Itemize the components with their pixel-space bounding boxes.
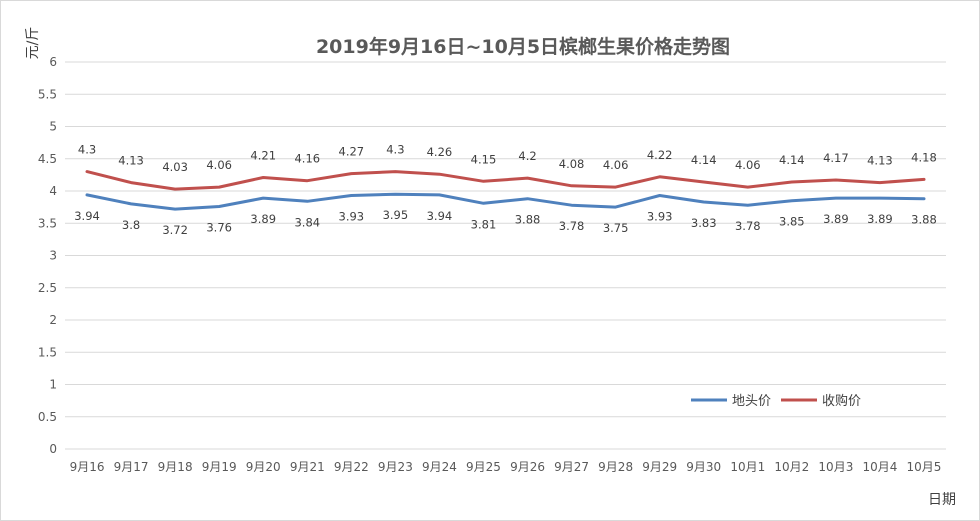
data-label-s0-2: 3.72 [162, 223, 188, 237]
y-tick-label: 4 [49, 184, 57, 198]
data-label-s0-3: 3.76 [206, 220, 232, 234]
y-tick-label: 5 [49, 120, 57, 134]
series-line-1 [85, 170, 926, 191]
data-label-s1-17: 4.17 [823, 151, 849, 165]
y-tick-label: 5.5 [38, 87, 57, 101]
x-tick-label: 9月18 [158, 460, 193, 474]
data-label-s1-11: 4.08 [559, 157, 585, 171]
data-label-s0-16: 3.85 [779, 215, 805, 229]
data-label-s1-3: 4.06 [206, 158, 232, 172]
data-label-s0-14: 3.83 [691, 216, 717, 230]
data-label-s0-5: 3.84 [294, 215, 320, 229]
x-tick-label: 9月30 [686, 460, 721, 474]
data-label-s1-14: 4.14 [691, 153, 717, 167]
x-axis-ticks: 9月16 9月17 9月18 9月19 9月20 9月21 9月22 9月23 9月24 9月25… [70, 460, 942, 474]
x-tick-label: 10月5 [907, 460, 942, 474]
y-tick-label: 2 [49, 313, 57, 327]
series-line-0 [85, 192, 926, 211]
y-axis-ticks: 0 0.5 1 1.5 2 2.5 3 3.5 4 4.5 5 5.5 6 [38, 55, 57, 456]
y-tick-label: 4.5 [38, 152, 57, 166]
data-label-s1-8: 4.26 [427, 145, 453, 159]
x-tick-label: 9月20 [246, 460, 281, 474]
y-tick-label: 0.5 [38, 410, 57, 424]
data-label-s0-6: 3.93 [339, 210, 365, 224]
x-tick-label: 10月1 [730, 460, 765, 474]
data-label-s1-19: 4.18 [911, 150, 937, 164]
y-axis-title: 元/斤 [25, 27, 41, 60]
x-tick-label: 10月3 [818, 460, 853, 474]
series-lines [85, 170, 926, 211]
x-tick-label: 9月25 [466, 460, 501, 474]
legend-label-ditou: 地头价 [732, 394, 771, 409]
x-tick-label: 9月24 [422, 460, 457, 474]
data-label-s0-1: 3.8 [122, 218, 140, 232]
data-label-s0-12: 3.75 [603, 221, 629, 235]
data-label-s1-15: 4.06 [735, 158, 761, 172]
x-tick-label: 10月2 [774, 460, 809, 474]
x-tick-label: 9月16 [70, 460, 105, 474]
x-tick-label: 9月17 [114, 460, 149, 474]
x-tick-label: 9月23 [378, 460, 413, 474]
data-label-s0-9: 3.81 [471, 217, 497, 231]
legend-label-shougou: 收购价 [822, 393, 861, 409]
x-tick-label: 9月19 [202, 460, 237, 474]
y-tick-label: 2.5 [38, 281, 57, 295]
y-tick-label: 6 [49, 55, 57, 69]
y-tick-label: 3.5 [38, 216, 57, 230]
x-tick-label: 9月28 [598, 460, 633, 474]
data-label-s0-8: 3.94 [427, 209, 453, 223]
data-label-s1-1: 4.13 [118, 154, 144, 168]
data-label-s0-17: 3.89 [823, 212, 849, 226]
x-tick-label: 9月21 [290, 460, 325, 474]
x-axis-title: 日期 [928, 492, 956, 508]
data-label-s1-4: 4.21 [250, 148, 276, 162]
data-label-s1-2: 4.03 [162, 160, 188, 174]
data-label-s1-6: 4.27 [339, 145, 365, 159]
x-tick-label: 9月27 [554, 460, 589, 474]
data-label-s0-15: 3.78 [735, 219, 761, 233]
data-label-s1-18: 4.13 [867, 154, 893, 168]
y-tick-label: 0 [49, 442, 57, 456]
data-label-s1-13: 4.22 [647, 148, 673, 162]
data-label-s0-10: 3.88 [515, 213, 541, 227]
y-tick-label: 3 [49, 249, 57, 263]
data-labels: 3.94 3.8 3.72 3.76 3.89 3.84 3.93 3.95 3.94 3.81 3… [74, 143, 937, 237]
legend: 地头价 收购价 [691, 393, 861, 409]
x-tick-label: 10月4 [862, 460, 897, 474]
data-label-s1-16: 4.14 [779, 153, 805, 167]
y-tick-label: 1 [49, 378, 57, 392]
data-label-s1-0: 4.3 [78, 143, 96, 157]
x-tick-label: 9月22 [334, 460, 369, 474]
x-tick-label: 9月29 [642, 460, 677, 474]
x-tick-label: 9月26 [510, 460, 545, 474]
data-label-s0-4: 3.89 [250, 212, 276, 226]
data-label-s0-7: 3.95 [383, 208, 409, 222]
data-label-s1-9: 4.15 [471, 152, 497, 166]
data-label-s1-7: 4.3 [386, 143, 404, 157]
data-label-s0-13: 3.93 [647, 210, 673, 224]
data-label-s1-12: 4.06 [603, 158, 629, 172]
gridlines [65, 61, 946, 450]
chart-title: 2019年9月16日~10月5日槟榔生果价格走势图 [316, 35, 730, 58]
y-tick-label: 1.5 [38, 345, 57, 359]
data-label-s0-19: 3.88 [911, 213, 937, 227]
data-label-s1-10: 4.2 [518, 149, 536, 163]
data-label-s1-5: 4.16 [294, 152, 320, 166]
data-label-s0-11: 3.78 [559, 219, 585, 233]
data-label-s0-18: 3.89 [867, 212, 893, 226]
data-label-s0-0: 3.94 [74, 209, 100, 223]
